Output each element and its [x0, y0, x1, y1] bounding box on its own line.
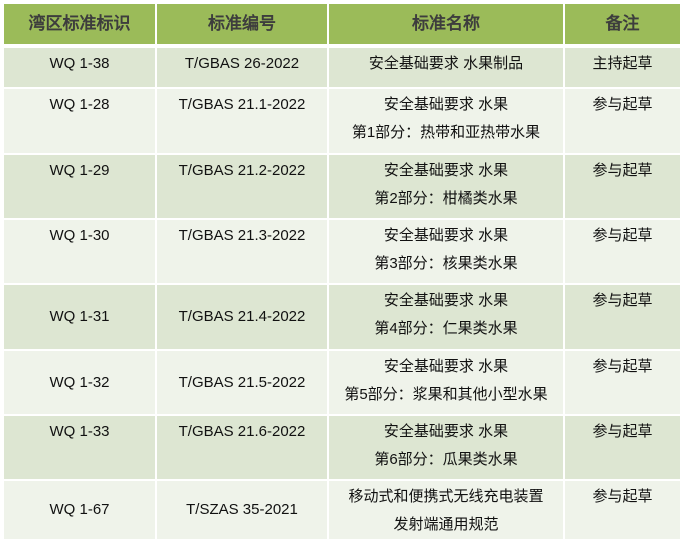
name-line: 安全基础要求 水果 [383, 96, 509, 113]
cell-code: T/GBAS 21.5-2022 [155, 349, 329, 416]
name-line: 第3部分：核果类水果 [374, 255, 518, 272]
cell-name: 安全基础要求 水果 第4部分：仁果类水果 [327, 283, 565, 351]
header-name: 标准名称 [327, 2, 565, 48]
name-line: 第5部分：浆果和其他小型水果 [344, 386, 548, 403]
cell-note: 参与起草 [563, 87, 682, 155]
cell-code: T/GBAS 21.2-2022 [155, 153, 329, 220]
cell-code: T/GBAS 21.3-2022 [155, 218, 329, 285]
cell-id: WQ 1-31 [2, 283, 157, 351]
name-line: 第4部分：仁果类水果 [374, 320, 518, 337]
header-row: 湾区标准标识 标准编号 标准名称 备注 [2, 2, 682, 48]
cell-name: 安全基础要求 水果第5部分：浆果和其他小型水果 [327, 349, 565, 416]
table-row: WQ 1-38 T/GBAS 26-2022 安全基础要求 水果制品 主持起草 [2, 45, 682, 89]
name-line: 发射端通用规范 [393, 516, 499, 533]
cell-note: 主持起草 [563, 45, 682, 89]
cell-note: 参与起草 [563, 479, 682, 541]
header-note: 备注 [563, 2, 682, 48]
cell-code: T/GBAS 21.4-2022 [155, 283, 329, 351]
cell-code: T/GBAS 21.1-2022 [155, 87, 329, 155]
cell-note: 参与起草 [563, 283, 682, 351]
name-line: 安全基础要求 水果 [383, 227, 509, 244]
cell-name: 安全基础要求 水果 第6部分：瓜果类水果 [327, 414, 565, 481]
table-row: WQ 1-67 T/SZAS 35-2021 移动式和便携式无线充电装置 发射端通用规… [2, 479, 682, 541]
name-line: 第1部分：热带和亚热带水果 [351, 124, 541, 141]
name-line: 第6部分：瓜果类水果 [374, 451, 518, 468]
name-line: 移动式和便携式无线充电装置 [348, 488, 544, 505]
cell-code: T/SZAS 35-2021 [155, 479, 329, 541]
cell-note: 参与起草 [563, 218, 682, 285]
cell-name: 安全基础要求 水果 第2部分：柑橘类水果 [327, 153, 565, 220]
cell-id: WQ 1-30 [2, 218, 157, 285]
cell-code: T/GBAS 26-2022 [155, 45, 329, 89]
header-code: 标准编号 [155, 2, 329, 48]
table-row: WQ 1-29 T/GBAS 21.2-2022 安全基础要求 水果 第2部分：柑橘类… [2, 153, 682, 220]
table-row: WQ 1-30 T/GBAS 21.3-2022 安全基础要求 水果 第3部分：核果类… [2, 218, 682, 285]
cell-note: 参与起草 [563, 414, 682, 481]
name-line: 安全基础要求 水果 [383, 292, 509, 309]
cell-id: WQ 1-32 [2, 349, 157, 416]
cell-note: 参与起草 [563, 349, 682, 416]
table-row: WQ 1-28 T/GBAS 21.1-2022 安全基础要求 水果 第1部分：热带和… [2, 87, 682, 155]
cell-id: WQ 1-33 [2, 414, 157, 481]
cell-code: T/GBAS 21.6-2022 [155, 414, 329, 481]
name-line: 安全基础要求 水果制品 [368, 55, 524, 72]
table-row: WQ 1-33 T/GBAS 21.6-2022 安全基础要求 水果 第6部分：瓜果类… [2, 414, 682, 481]
name-line: 安全基础要求 水果 [383, 423, 509, 440]
cell-id: WQ 1-29 [2, 153, 157, 220]
cell-id: WQ 1-38 [2, 45, 157, 89]
cell-name: 移动式和便携式无线充电装置 发射端通用规范 [327, 479, 565, 541]
table-row: WQ 1-31 T/GBAS 21.4-2022 安全基础要求 水果 第4部分：仁果类… [2, 283, 682, 351]
name-line: 安全基础要求 水果 [383, 358, 509, 375]
cell-note: 参与起草 [563, 153, 682, 220]
cell-id: WQ 1-67 [2, 479, 157, 541]
cell-name: 安全基础要求 水果制品 [327, 45, 565, 89]
cell-name: 安全基础要求 水果 第3部分：核果类水果 [327, 218, 565, 285]
cell-name: 安全基础要求 水果第1部分：热带和亚热带水果 [327, 87, 565, 155]
table-row: WQ 1-32 T/GBAS 21.5-2022 安全基础要求 水果 第5部分：浆果和… [2, 349, 682, 416]
name-line: 安全基础要求 水果 [383, 162, 509, 179]
header-id: 湾区标准标识 [2, 2, 157, 48]
cell-id: WQ 1-28 [2, 87, 157, 155]
name-line: 第2部分：柑橘类水果 [374, 190, 518, 207]
